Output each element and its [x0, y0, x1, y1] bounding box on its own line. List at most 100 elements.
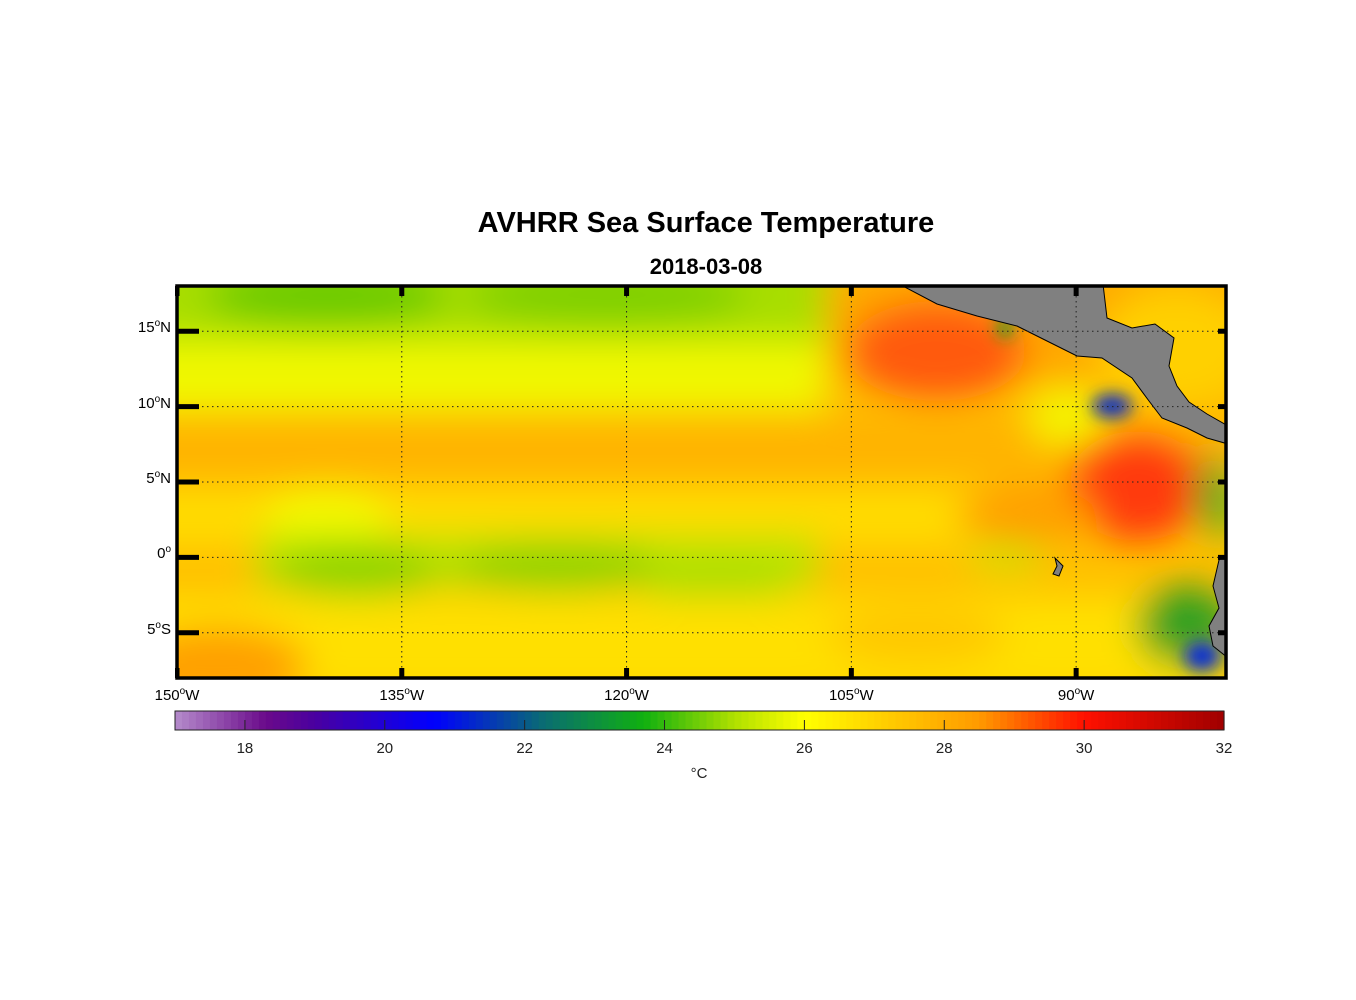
colorbar-cell [1007, 711, 1015, 730]
sst-map [175, 284, 1228, 680]
colorbar-cell [629, 711, 638, 730]
map-grid [177, 286, 1226, 678]
colorbar-cell [643, 711, 652, 730]
colorbar-cell [916, 711, 924, 730]
colorbar-cell [573, 711, 582, 730]
lat-tick-label: 5oN [146, 469, 171, 487]
colorbar-cell [1210, 711, 1218, 730]
colorbar-cell [594, 711, 603, 730]
colorbar-cell [685, 711, 694, 730]
colorbar-cell [972, 711, 980, 730]
colorbar-cell [608, 711, 617, 730]
colorbar-cell [776, 711, 785, 730]
lat-tick-label: 0o [157, 544, 171, 563]
colorbar-cell [475, 711, 484, 730]
colorbar-cell [175, 711, 183, 730]
colorbar-cell [496, 711, 505, 730]
colorbar-cell [559, 711, 568, 730]
colorbar-cell [1070, 711, 1078, 730]
lon-tick-label: 120oW [604, 686, 649, 704]
colorbar-cell [1091, 711, 1099, 730]
colorbar-cell [832, 711, 840, 730]
colorbar-cell [1084, 711, 1092, 730]
colorbar-cell [797, 711, 805, 730]
colorbar-cell [1147, 711, 1155, 730]
colorbar-cell [958, 711, 966, 730]
colorbar-cell [503, 711, 512, 730]
lat-tick-label: 15oN [137, 318, 171, 337]
colorbar-cell [286, 711, 295, 730]
colorbar-unit: °C [690, 765, 708, 782]
colorbar-cell [692, 711, 701, 730]
colorbar-tick-label: 24 [656, 740, 673, 757]
colorbar-cell [839, 711, 847, 730]
colorbar-cell [909, 711, 917, 730]
colorbar-cell [223, 711, 232, 730]
lat-tick-label: 10oN [137, 393, 171, 412]
sst-field [177, 286, 1226, 678]
colorbar-cell [895, 711, 903, 730]
colorbar-cell [622, 711, 631, 730]
colorbar-cell [307, 711, 316, 730]
colorbar-cell [272, 711, 281, 730]
lon-tick-label: 105oW [828, 686, 874, 704]
colorbar-cell [552, 711, 561, 730]
colorbar-cell [853, 711, 861, 730]
colorbar-cell [902, 711, 910, 730]
colorbar-cell [1119, 711, 1127, 730]
colorbar-cell [258, 711, 267, 730]
colorbar-cell [734, 711, 743, 730]
colorbar [174, 710, 1225, 731]
colorbar-cell [727, 711, 736, 730]
colorbar-cell [1217, 711, 1225, 730]
colorbar-cell [979, 711, 987, 730]
colorbar-cell [349, 711, 358, 730]
colorbar-cell [818, 711, 826, 730]
colorbar-cell [468, 711, 477, 730]
colorbar-cell [328, 711, 337, 730]
colorbar-cell [755, 711, 764, 730]
colorbar-cell [1042, 711, 1050, 730]
colorbar-cell [741, 711, 750, 730]
colorbar-cell [1196, 711, 1204, 730]
colorbar-cell [293, 711, 302, 730]
lon-tick-label: 90oW [1057, 686, 1095, 704]
colorbar-cell [1028, 711, 1036, 730]
colorbar-cell [454, 711, 463, 730]
colorbar-cell [713, 711, 722, 730]
colorbar-cell [1112, 711, 1120, 730]
colorbar-cell [769, 711, 778, 730]
colorbar-cell [965, 711, 973, 730]
colorbar-cell [279, 711, 288, 730]
colorbar-cell [748, 711, 757, 730]
colorbar-cell [1098, 711, 1106, 730]
colorbar-cell [881, 711, 889, 730]
colorbar-cell [251, 711, 260, 730]
colorbar-cell [356, 711, 365, 730]
colorbar-cell [447, 711, 456, 730]
colorbar-cell [321, 711, 330, 730]
colorbar-cell [699, 711, 708, 730]
colorbar-cell [1133, 711, 1141, 730]
colorbar-cell [1126, 711, 1134, 730]
colorbar-cell [237, 711, 246, 730]
colorbar-cell [930, 711, 938, 730]
colorbar-cell [587, 711, 596, 730]
colorbar-cell [370, 711, 379, 730]
colorbar-cell [377, 711, 386, 730]
colorbar-cell [461, 711, 470, 730]
colorbar-cell [202, 711, 211, 730]
colorbar-cell [951, 711, 959, 730]
colorbar-cell [1161, 711, 1169, 730]
colorbar-cell [538, 711, 547, 730]
colorbar-cell [391, 711, 400, 730]
colorbar-cell [762, 711, 771, 730]
colorbar-cell [300, 711, 309, 730]
colorbar-cell [363, 711, 372, 730]
colorbar-cell [405, 711, 414, 730]
colorbar-cell [230, 711, 239, 730]
colorbar-cell [244, 711, 253, 730]
colorbar-tick-label: 22 [516, 740, 533, 757]
colorbar-tick-label: 30 [1075, 740, 1093, 757]
colorbar-cell [1189, 711, 1197, 730]
